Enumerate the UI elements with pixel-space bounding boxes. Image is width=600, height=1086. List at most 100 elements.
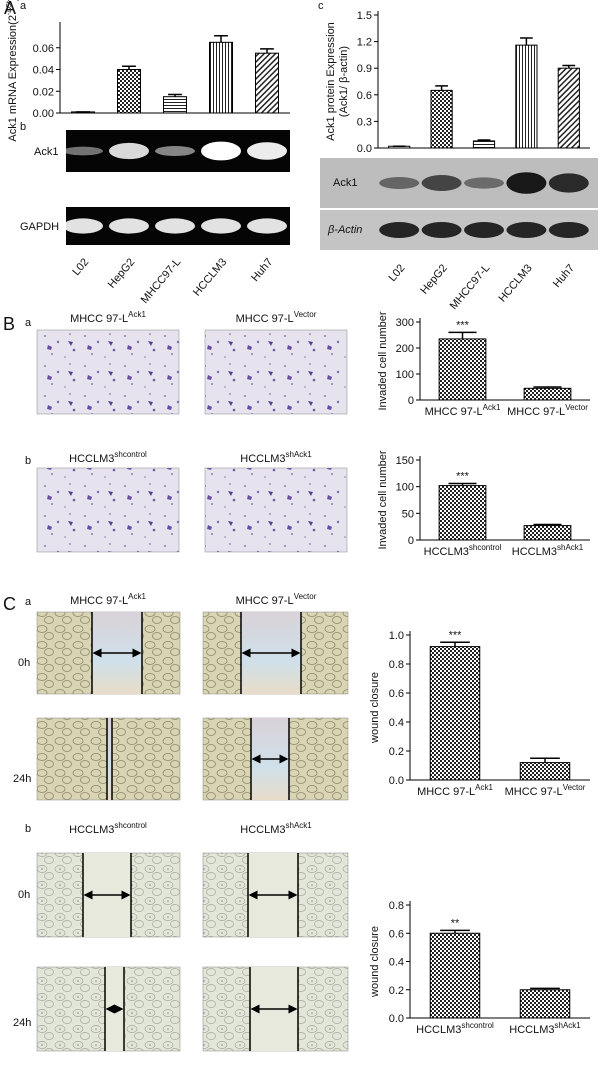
sub-label: a xyxy=(25,317,32,329)
error-bar xyxy=(448,331,477,339)
sub-label: b xyxy=(20,121,26,133)
error-bar xyxy=(435,85,448,91)
micrograph xyxy=(36,329,180,415)
blot-band xyxy=(155,218,195,234)
blot-label: β-Actin xyxy=(327,224,362,236)
panel-label: B xyxy=(3,314,15,334)
error-bar xyxy=(530,987,560,990)
x-tick-label-sup: Vector xyxy=(565,403,588,412)
x-tick-label-sup: shAck1 xyxy=(557,543,584,552)
bar xyxy=(429,932,481,1019)
x-tick-label-main: HCCLM3 xyxy=(416,1024,461,1036)
bar xyxy=(472,140,496,149)
image-title-sup: Ack1 xyxy=(128,310,146,319)
blot-band xyxy=(379,222,420,238)
bar xyxy=(163,96,187,114)
error-bar xyxy=(440,929,470,934)
y-axis-label: Invaded cell number xyxy=(377,450,389,549)
blot-band xyxy=(379,177,420,189)
y-tick-label: 0.3 xyxy=(357,116,372,128)
image-title: MHCC 97-LVector xyxy=(236,310,317,325)
panel-label: C xyxy=(3,594,16,614)
x-tick-label-main: MHCC 97-L xyxy=(417,786,475,798)
y-tick-label: 0.0 xyxy=(389,1013,404,1025)
y-tick-label: 0.6 xyxy=(389,928,404,940)
image-title-main: MHCC 97-L xyxy=(236,595,294,607)
bar xyxy=(117,69,141,114)
x-tick-label-main: HCCLM3 xyxy=(424,546,469,558)
error-bar xyxy=(448,482,477,486)
x-tick-label: Huh7 xyxy=(249,256,275,284)
bar xyxy=(438,338,487,401)
error-bar xyxy=(533,386,562,389)
significance: *** xyxy=(456,470,470,482)
blot-band xyxy=(201,141,241,161)
error-bar xyxy=(562,64,576,69)
image-title-sup: Vector xyxy=(294,310,317,319)
x-tick-label: HepG2 xyxy=(418,262,450,296)
error-bar xyxy=(122,65,136,70)
x-tick-label: HCCLM3 xyxy=(496,262,534,304)
time-label: 0h xyxy=(18,889,30,901)
bar xyxy=(429,646,481,781)
x-tick-label: HCCLM3 xyxy=(191,256,229,298)
bar xyxy=(523,387,572,401)
x-tick-label: L02 xyxy=(70,256,91,278)
image-title-main: HCCLM3 xyxy=(240,453,285,465)
y-tick-label: 0.6 xyxy=(357,90,372,102)
bar xyxy=(523,525,572,541)
image-title-sup: shAck1 xyxy=(286,450,313,459)
x-tick-label: HCCLM3shAck1 xyxy=(512,543,584,558)
micrograph xyxy=(204,329,348,415)
blot-label: Ack1 xyxy=(34,146,58,158)
blot-band xyxy=(506,222,547,238)
bar xyxy=(209,41,233,114)
x-tick-label: L02 xyxy=(387,262,408,284)
panel-label: A xyxy=(4,0,16,18)
y-tick-label: 0.2 xyxy=(389,985,404,997)
error-bar xyxy=(214,35,228,43)
y-tick-label: 0.0 xyxy=(389,775,404,787)
y-tick-label: 200 xyxy=(396,343,414,355)
y-axis-label: Invaded cell number xyxy=(377,311,389,410)
micrograph xyxy=(36,467,180,553)
x-tick-label-sup: shcontrol xyxy=(469,543,502,552)
blot-band xyxy=(421,175,462,191)
y-tick-label: 0.2 xyxy=(389,746,404,758)
y-tick-label: 300 xyxy=(396,317,414,329)
image-title-sup: Ack1 xyxy=(128,592,146,601)
sub-label: a xyxy=(20,0,27,12)
y-tick-label: 0.4 xyxy=(389,717,404,729)
image-title-sup: shcontrol xyxy=(114,450,147,459)
y-axis-label: Ack1 protein Expression xyxy=(325,22,337,141)
x-tick-label: HCCLM3shAck1 xyxy=(509,1021,581,1036)
x-tick-label: MHCC 97-LAck1 xyxy=(417,783,493,798)
error-bar xyxy=(440,641,470,647)
image-title-sup: shcontrol xyxy=(114,821,147,830)
image-title: MHCC 97-LAck1 xyxy=(70,310,146,325)
image-title-sup: Vector xyxy=(294,592,317,601)
image-title-sup: shAck1 xyxy=(286,821,313,830)
micrograph xyxy=(204,467,348,553)
x-tick-label: MHCC 97-LAck1 xyxy=(425,403,501,418)
wound-gap xyxy=(107,718,112,800)
y-tick-label: 1.0 xyxy=(389,630,404,642)
y-axis-label: wound closure xyxy=(369,672,381,744)
y-axis-label: wound closure xyxy=(369,926,381,998)
y-tick-label: 0.06 xyxy=(33,43,54,55)
bar xyxy=(515,44,538,149)
image-title-main: MHCC 97-L xyxy=(70,313,128,325)
blot-label: Ack1 xyxy=(333,177,357,189)
image-title-main: MHCC 97-L xyxy=(236,313,294,325)
sub-label: c xyxy=(318,0,324,12)
bar xyxy=(430,89,453,149)
x-tick-label-sup: shcontrol xyxy=(461,1021,494,1030)
y-axis-label-main: Ack1 mRNA Expression(2 xyxy=(7,15,19,142)
y-tick-label: 100 xyxy=(396,482,414,494)
image-title: MHCC 97-LVector xyxy=(236,592,317,607)
image-title-main: MHCC 97-L xyxy=(70,595,128,607)
error-bar xyxy=(533,523,562,526)
y-tick-label: 0.6 xyxy=(389,688,404,700)
image-title: HCCLM3shcontrol xyxy=(69,821,147,836)
